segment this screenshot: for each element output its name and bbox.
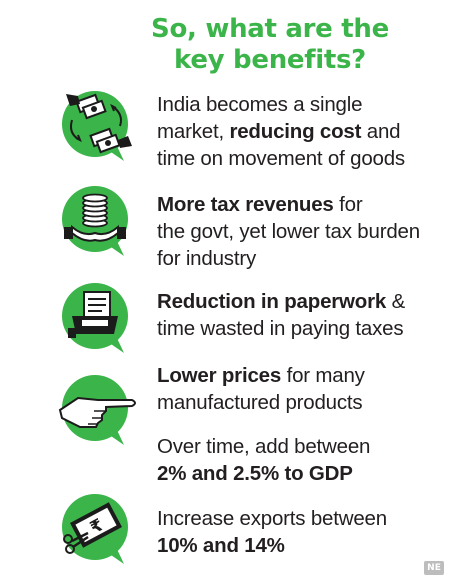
benefit-4-text: Lower prices for many manufactured produ… [157,364,365,414]
pointing-hand-icon [58,370,140,448]
publisher-logo: NE [424,561,444,575]
title-line-2: key benefits? [174,45,366,75]
benefit-1-text: India becomes a single market, reducing … [157,93,405,170]
benefit-6-text: Increase exports between 10% and 14% [157,507,387,557]
rupee-cut-icon: ₹ [58,491,140,569]
paperwork-tray-icon [58,280,140,358]
coins-hand-icon [58,183,140,261]
benefit-2-text: More tax revenues for the govt, yet lowe… [157,193,420,270]
page-title: So, what are the key benefits? [150,14,390,76]
benefit-5-text: Over time, add between 2% and 2.5% to GD… [157,435,371,485]
benefit-3-text: Reduction in paperwork & time wasted in … [157,290,406,340]
title-line-1: So, what are the [151,14,389,44]
money-exchange-icon [58,88,140,166]
